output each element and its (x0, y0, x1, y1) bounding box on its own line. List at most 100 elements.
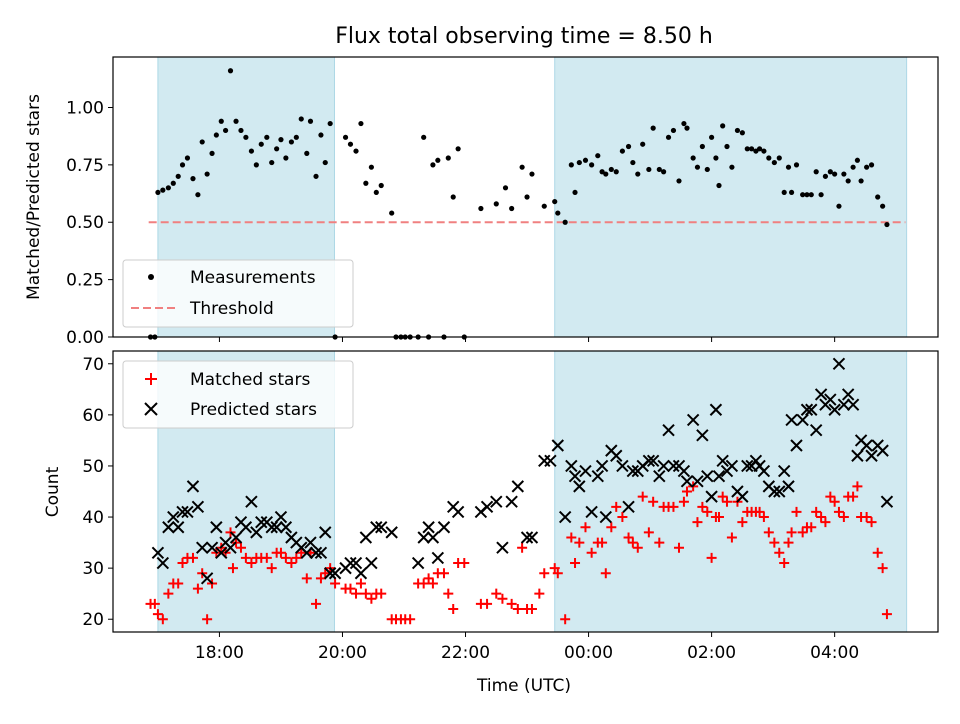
measurement-point (435, 157, 441, 163)
measurement-point (318, 132, 324, 138)
measurement-point (572, 189, 578, 196)
predicted-point (680, 475, 694, 488)
measurement-point (264, 134, 270, 140)
matched-point (351, 588, 362, 599)
measurement-point (827, 169, 833, 175)
predicted-point (538, 454, 551, 468)
measurement-point (293, 134, 299, 140)
predicted-point (200, 572, 214, 585)
matched-point (482, 598, 493, 609)
top-legend-box (122, 259, 354, 328)
bottom-legend: Matched stars Predicted stars (122, 360, 354, 429)
predicted-point (837, 398, 851, 411)
predicted-point (229, 531, 243, 544)
predicted-point (736, 490, 749, 503)
predicted-point (824, 393, 837, 406)
measurement-point (836, 203, 842, 209)
predicted-point (876, 444, 889, 457)
y-tick-label: 20 (82, 610, 104, 630)
matched-point (820, 517, 831, 528)
count-panel: 20 30 40 50 60 70 18:00 20:00 22:00 00:00 02:00 04… (43, 350, 939, 696)
matched-point (296, 547, 307, 558)
measurement-point (353, 148, 359, 154)
predicted-point (186, 480, 200, 493)
y-tick-label: 70 (82, 355, 104, 375)
predicted-point (365, 556, 378, 570)
predicted-point (686, 413, 700, 427)
predicted-point (239, 521, 253, 534)
predicted-point (809, 423, 823, 437)
measurement-point (776, 155, 782, 161)
legend-predicted-marker (144, 402, 158, 416)
matched-point (706, 552, 717, 563)
predicted-point (851, 449, 864, 462)
matched-point (697, 501, 708, 512)
predicted-point (832, 357, 846, 370)
predicted-point (599, 510, 612, 524)
matched-point (611, 501, 622, 512)
matched-point (726, 532, 737, 543)
measurement-point (322, 159, 328, 166)
predicted-point (610, 449, 623, 462)
measurement-point (713, 155, 719, 161)
predicted-point (274, 510, 288, 524)
matched-point (227, 563, 238, 574)
predicted-point (841, 388, 855, 401)
predicted-point (309, 546, 323, 560)
bottom-axes-frame (112, 350, 939, 633)
top-x-ticks (218, 337, 836, 342)
matched-point (881, 609, 892, 620)
x-tick-label: 02:00 (687, 643, 736, 663)
measurement-point (493, 201, 499, 207)
predicted-point (741, 459, 754, 473)
matched-point (806, 522, 817, 533)
measurement-point (509, 205, 515, 212)
predicted-point (195, 541, 209, 554)
matched-point (713, 512, 724, 523)
matched-point (774, 547, 785, 558)
matched-point (459, 558, 470, 569)
matched-point (754, 506, 765, 517)
predicted-point (565, 459, 578, 473)
matched-point (345, 583, 356, 594)
bottom-legend-box (122, 360, 354, 429)
measurement-point (788, 189, 795, 196)
measurement-point (589, 162, 595, 168)
measurement-point (430, 162, 436, 168)
matched-point (286, 558, 297, 569)
measurement-point (804, 192, 810, 198)
matched-point (549, 563, 560, 574)
matched-point (275, 547, 286, 558)
matched-point (877, 563, 888, 574)
matched-point (443, 588, 454, 599)
measurement-point (880, 203, 886, 209)
matched-point (512, 604, 523, 615)
matched-point (240, 552, 251, 563)
measurement-point (233, 118, 239, 124)
predicted-point (156, 556, 170, 570)
matched-point (852, 481, 863, 492)
matched-point (838, 512, 849, 523)
top-legend: Measurements Threshold (122, 259, 354, 328)
matched-point (330, 578, 341, 589)
matched-point (266, 563, 277, 574)
predicted-point (662, 423, 675, 437)
measurement-point (524, 194, 530, 200)
matched-point (438, 568, 449, 579)
measurement-point (238, 127, 244, 134)
predicted-point (579, 464, 592, 478)
measurement-point (155, 189, 161, 196)
predicted-point (451, 505, 465, 519)
y-tick-label: 40 (82, 508, 104, 528)
measurement-point (864, 164, 870, 170)
matched-point (355, 578, 366, 589)
predicted-point (725, 459, 739, 473)
measurement-point (478, 205, 484, 212)
predicted-point (701, 469, 714, 483)
measurement-point (720, 123, 726, 129)
measurement-point (288, 139, 295, 145)
predicted-point (796, 413, 809, 427)
measurement-point (699, 143, 705, 150)
matched-point (376, 588, 387, 599)
predicted-point (279, 521, 293, 534)
